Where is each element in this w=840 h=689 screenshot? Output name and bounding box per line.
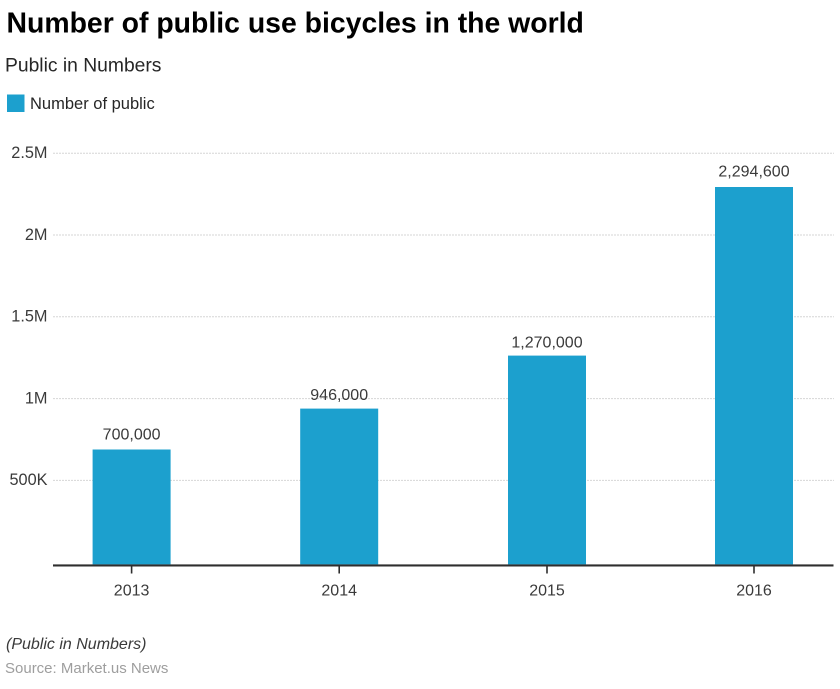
svg-text:2016: 2016 [736,583,772,600]
svg-text:2013: 2013 [114,583,150,600]
svg-text:1.5M: 1.5M [11,308,47,326]
svg-text:(Public in Numbers): (Public in Numbers) [6,636,146,653]
svg-text:2014: 2014 [321,583,357,600]
svg-text:1M: 1M [25,389,48,407]
svg-text:2M: 2M [25,226,48,244]
svg-text:946,000: 946,000 [310,387,368,404]
svg-text:1,270,000: 1,270,000 [511,335,582,352]
svg-text:2.5M: 2.5M [11,144,47,162]
svg-text:2015: 2015 [529,583,565,600]
svg-text:500K: 500K [9,471,47,489]
svg-text:700,000: 700,000 [103,426,161,443]
svg-text:Source: Market.us News: Source: Market.us News [5,660,168,677]
svg-text:Number of public: Number of public [30,95,155,113]
svg-text:Public in Numbers: Public in Numbers [5,56,161,77]
svg-text:2,294,600: 2,294,600 [718,164,789,181]
svg-text:Number of public use bicycles: Number of public use bicycles in the wor… [7,8,584,40]
